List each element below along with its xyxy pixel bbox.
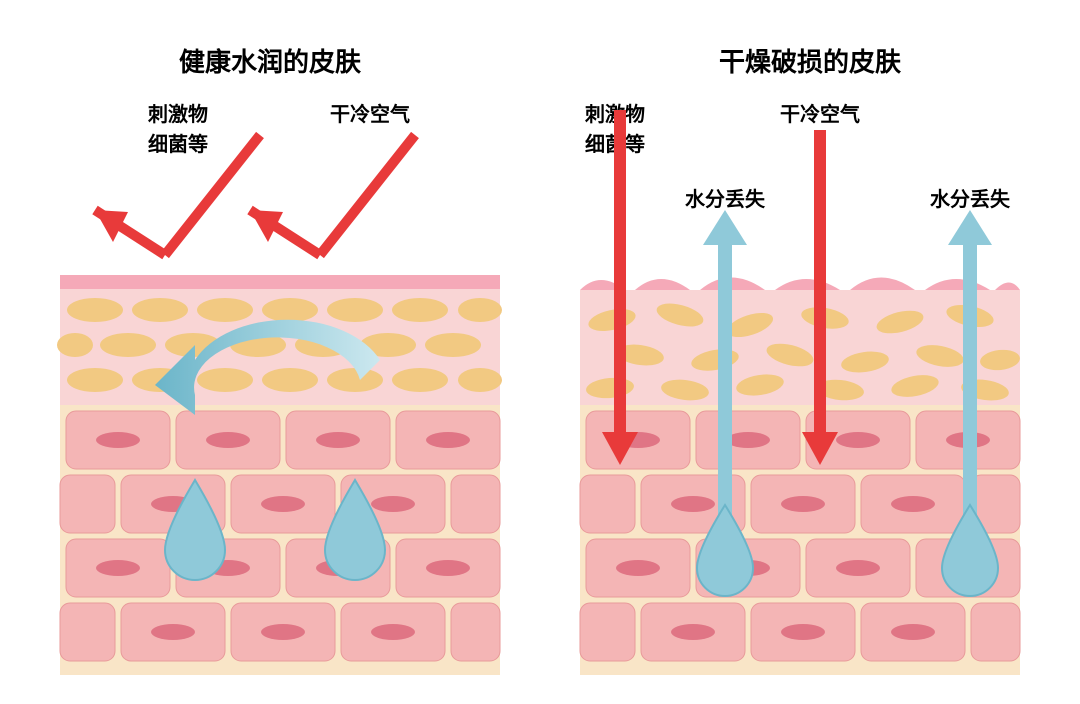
left-panel: 健康水润的皮肤 刺激物 细菌等 干冷空气: [0, 0, 540, 704]
right-panel: 干燥破损的皮肤 刺激物 细菌等 干冷空气 水分丢失 水分丢失: [540, 0, 1080, 704]
left-skin-svg: [0, 0, 540, 704]
right-skin-block: [580, 278, 1021, 676]
left-bounce-arrow-1-icon: [95, 135, 260, 255]
left-skin-block: [57, 275, 502, 675]
right-skin-svg: [540, 0, 1080, 704]
left-bounce-arrow-2-icon: [250, 135, 415, 255]
